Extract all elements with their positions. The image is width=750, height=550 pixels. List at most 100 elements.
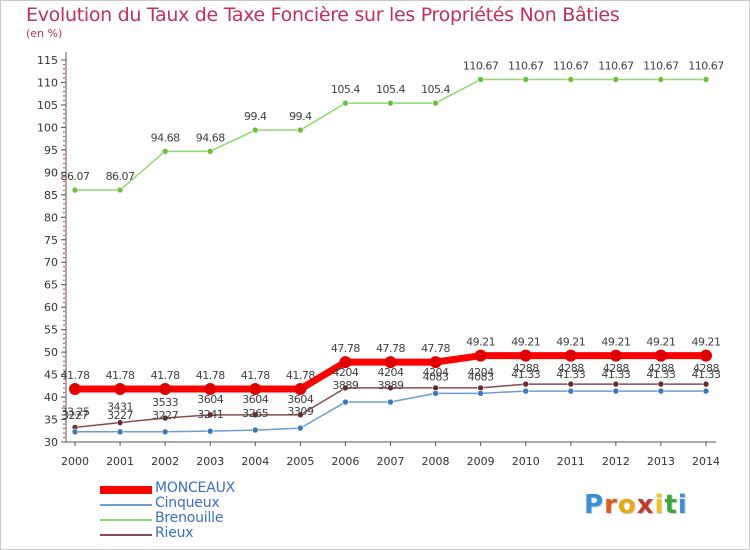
y-tick-label: 115 xyxy=(37,54,58,67)
data-point-monceaux xyxy=(384,356,397,369)
data-point-cinqueux xyxy=(432,390,439,397)
data-point-brenouille xyxy=(161,148,169,155)
y-tick-label: 30 xyxy=(44,436,58,449)
data-point-cinqueux xyxy=(116,428,124,436)
data-label-cinqueux: 41.33 xyxy=(511,368,540,381)
data-label-monceaux: 47.78 xyxy=(331,342,360,355)
data-point-brenouille xyxy=(206,148,214,155)
x-tick-label: 2013 xyxy=(647,455,675,468)
data-label-brenouille: 105.4 xyxy=(331,83,360,96)
data-point-cinqueux xyxy=(206,427,214,435)
data-point-rieux xyxy=(206,411,214,419)
data-point-rieux xyxy=(161,414,169,422)
y-tick-label: 80 xyxy=(44,211,58,224)
data-label-rieux: 4288 xyxy=(603,362,629,375)
data-label-monceaux: 49.21 xyxy=(646,336,675,349)
data-label-cinqueux: 4083 xyxy=(423,370,449,383)
data-point-rieux xyxy=(116,419,124,426)
data-point-cinqueux xyxy=(71,428,79,436)
x-tick-label: 2001 xyxy=(106,455,134,468)
x-tick-label: 2002 xyxy=(151,455,179,468)
data-point-brenouille xyxy=(387,99,394,107)
data-label-brenouille: 110.67 xyxy=(553,59,589,72)
data-label-rieux: 3604 xyxy=(242,393,268,406)
data-label-cinqueux: 41.33 xyxy=(692,368,721,381)
data-point-rieux xyxy=(477,384,484,392)
data-label-monceaux: 49.21 xyxy=(556,336,585,349)
legend-label-brenouille: Brenouille xyxy=(155,510,224,526)
x-tick-label: 2007 xyxy=(377,455,405,468)
data-point-cinqueux xyxy=(477,390,484,397)
data-label-brenouille: 99.4 xyxy=(289,110,312,123)
logo-letter: o xyxy=(617,490,637,520)
y-tick-label: 35 xyxy=(44,414,58,427)
data-point-monceaux xyxy=(204,383,217,396)
legend-swatch-brenouille xyxy=(100,519,152,521)
data-point-brenouille xyxy=(251,126,259,134)
data-label-cinqueux: 3227 xyxy=(152,409,178,422)
data-point-brenouille xyxy=(432,99,439,107)
logo-letter: x xyxy=(636,490,655,520)
data-label-rieux: 4204 xyxy=(332,366,358,379)
data-label-brenouille: 86.07 xyxy=(61,170,90,183)
data-label-monceaux: 41.78 xyxy=(151,369,180,382)
data-point-brenouille xyxy=(342,99,349,107)
logo-letter: P xyxy=(584,490,605,520)
data-label-brenouille: 105.4 xyxy=(421,83,450,96)
data-point-brenouille xyxy=(522,76,530,83)
data-label-monceaux: 41.78 xyxy=(196,369,225,382)
data-point-monceaux xyxy=(474,349,487,362)
data-label-brenouille: 110.67 xyxy=(643,59,679,72)
data-label-cinqueux: 41.33 xyxy=(556,368,585,381)
data-label-cinqueux: 41.33 xyxy=(601,368,630,381)
data-label-brenouille: 110.67 xyxy=(688,59,724,72)
data-point-brenouille xyxy=(71,186,79,194)
data-point-cinqueux xyxy=(702,387,710,395)
data-label-monceaux: 47.78 xyxy=(421,342,450,355)
data-label-monceaux: 49.21 xyxy=(692,336,721,349)
y-tick-label: 100 xyxy=(37,121,58,134)
y-tick-label: 40 xyxy=(44,391,58,404)
y-tick-label: 60 xyxy=(44,301,58,314)
y-tick-label: 110 xyxy=(37,76,58,89)
data-label-rieux: 3533 xyxy=(152,396,178,409)
data-point-monceaux xyxy=(114,383,127,396)
data-point-rieux xyxy=(432,384,439,392)
data-label-brenouille: 94.68 xyxy=(151,131,180,144)
data-point-cinqueux xyxy=(342,398,349,406)
data-label-cinqueux: 4083 xyxy=(468,370,494,383)
data-label-brenouille: 94.68 xyxy=(196,131,225,144)
data-label-cinqueux: 3241 xyxy=(197,408,223,421)
logo-letter: t xyxy=(664,490,678,520)
data-point-monceaux xyxy=(609,349,622,362)
data-point-brenouille xyxy=(702,76,710,83)
data-label-monceaux: 41.78 xyxy=(241,369,270,382)
y-tick-label: 90 xyxy=(44,166,58,179)
data-label-cinqueux: 3889 xyxy=(378,379,404,392)
data-label-rieux: 4288 xyxy=(558,362,584,375)
data-point-brenouille xyxy=(477,76,484,83)
data-label-monceaux: 49.21 xyxy=(601,336,630,349)
data-point-brenouille xyxy=(657,76,665,83)
data-point-rieux xyxy=(657,380,665,388)
data-point-monceaux xyxy=(429,356,442,369)
chart-title: Evolution du Taux de Taxe Foncière sur l… xyxy=(26,4,620,26)
proxiti-logo: Proxiti xyxy=(584,490,688,520)
data-label-rieux: 3604 xyxy=(197,393,223,406)
data-point-monceaux xyxy=(654,349,667,362)
data-label-brenouille: 110.67 xyxy=(598,59,634,72)
data-label-rieux: 33.25 xyxy=(61,405,90,418)
y-tick-label: 70 xyxy=(44,256,58,269)
x-tick-label: 2006 xyxy=(331,455,359,468)
data-point-cinqueux xyxy=(657,387,665,395)
y-tick-label: 50 xyxy=(44,346,58,359)
x-tick-label: 2005 xyxy=(286,455,314,468)
data-label-monceaux: 41.78 xyxy=(286,369,315,382)
data-point-brenouille xyxy=(297,126,304,134)
x-tick-label: 2014 xyxy=(692,455,720,468)
data-label-monceaux: 49.21 xyxy=(466,336,495,349)
x-tick-label: 2008 xyxy=(422,455,450,468)
x-tick-label: 2010 xyxy=(512,455,540,468)
data-point-monceaux xyxy=(564,349,577,362)
